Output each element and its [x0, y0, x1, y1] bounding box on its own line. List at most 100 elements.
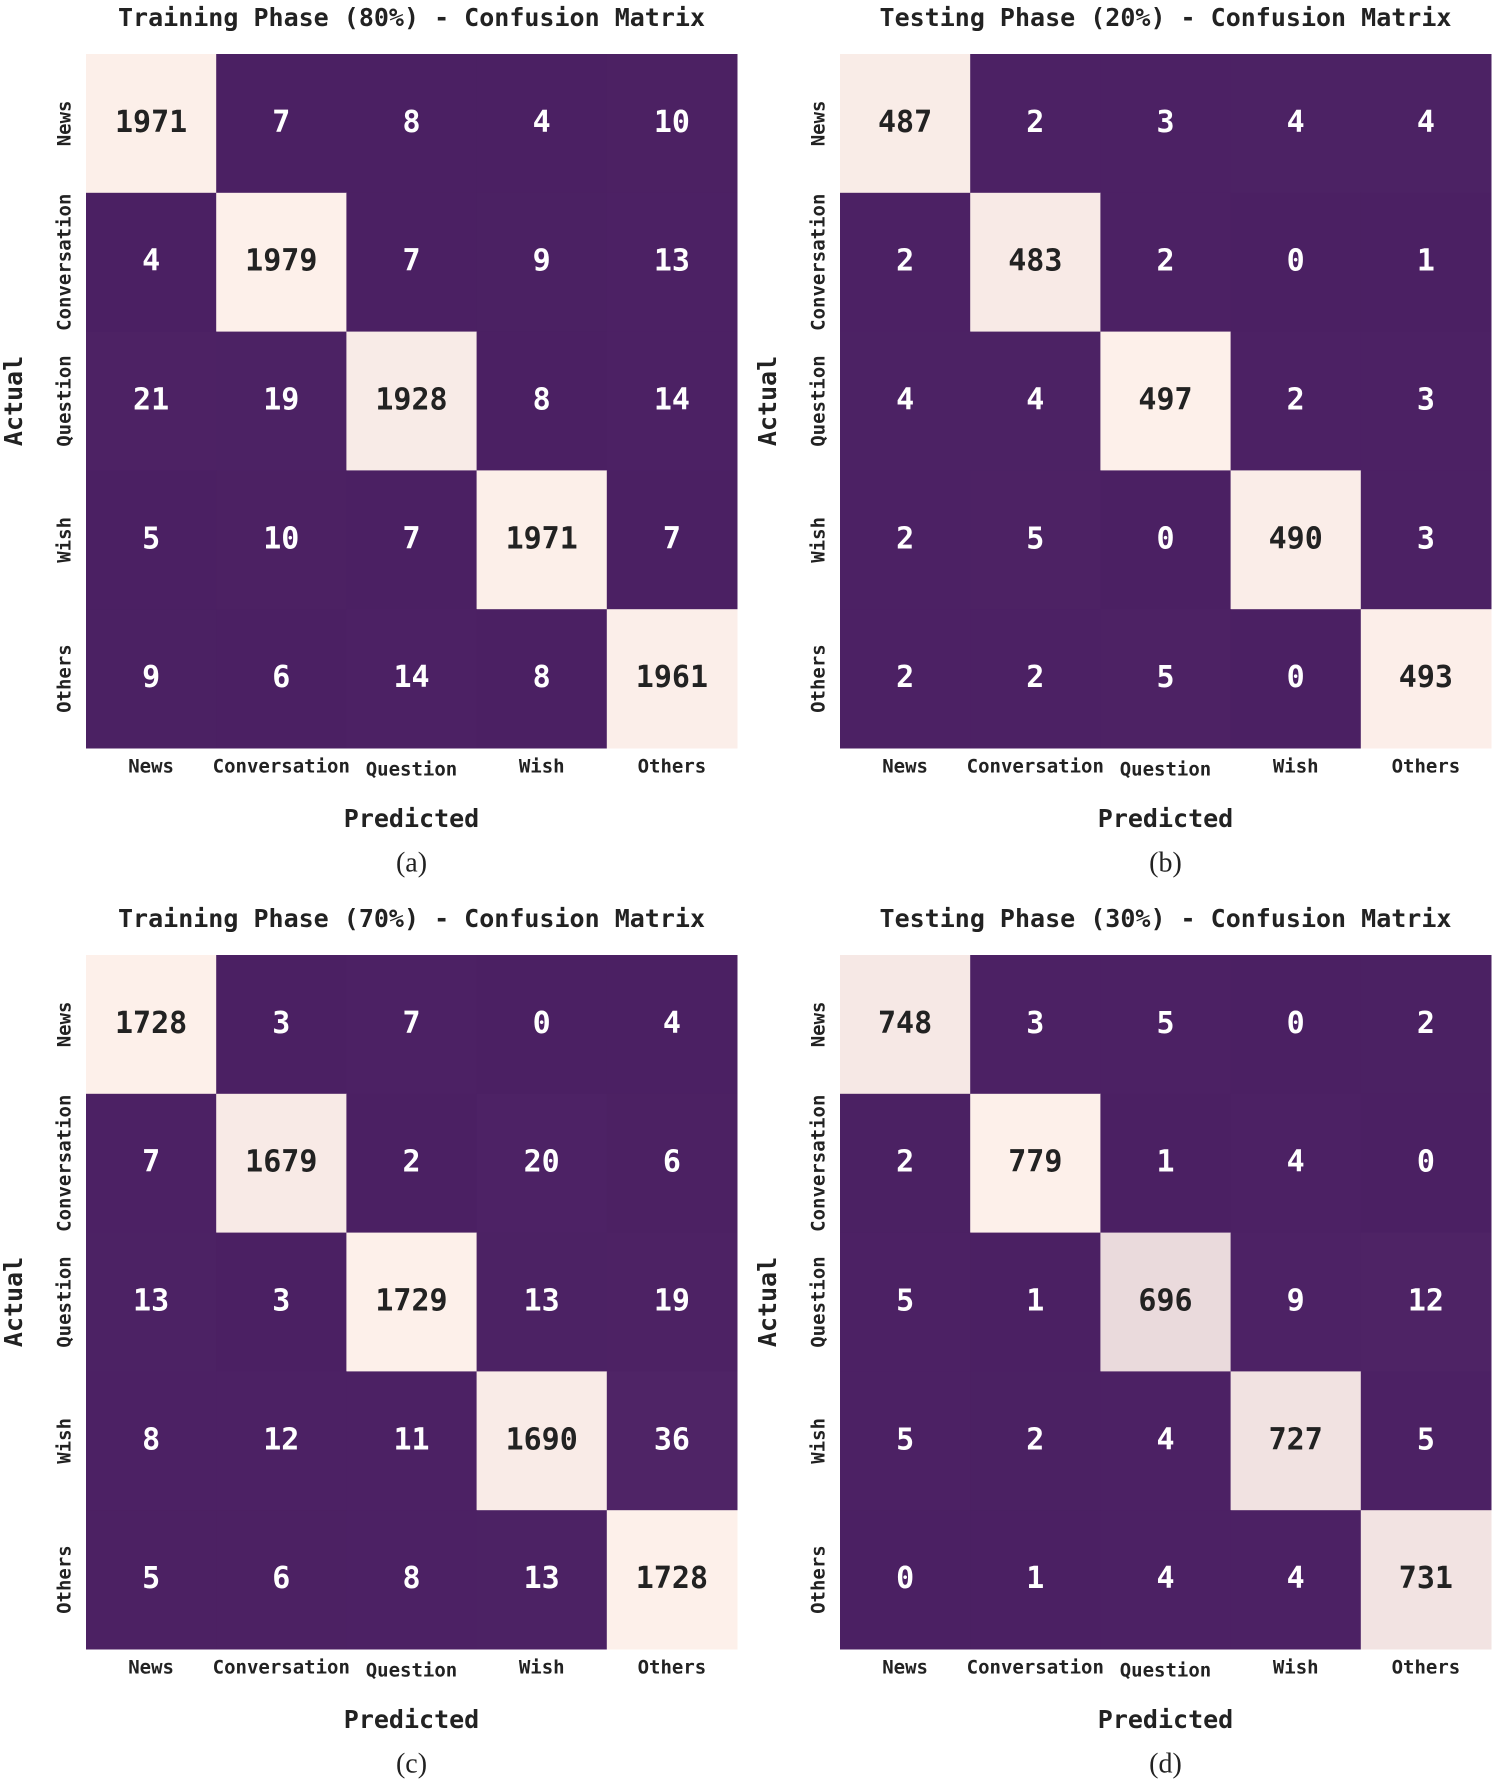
heatmap-cell — [1360, 1093, 1492, 1234]
cell-label: 1690 — [506, 1422, 578, 1457]
heatmap-cell — [346, 470, 478, 610]
heatmap-cell — [970, 1371, 1101, 1511]
heatmap-cell — [346, 609, 478, 749]
cell-label: 7 — [142, 1145, 160, 1180]
x-tick-label: Question — [366, 759, 458, 781]
cell-label: 1679 — [245, 1145, 317, 1180]
heatmap-cell — [86, 331, 217, 471]
cell-label: 10 — [263, 521, 299, 556]
heatmap-cell — [476, 331, 608, 471]
cell-label: 4 — [533, 105, 551, 140]
y-tick-label: News — [808, 1002, 830, 1048]
heatmap-cell — [476, 1093, 608, 1234]
cell-label: 12 — [1408, 1284, 1444, 1319]
x-tick-label: Others — [1392, 1657, 1461, 1679]
heatmap-cell — [346, 955, 478, 1095]
x-tick-label: News — [882, 756, 928, 778]
cell-label: 497 — [1138, 383, 1192, 418]
cell-label: 1971 — [115, 105, 187, 140]
heatmap-cell — [346, 1093, 478, 1234]
cell-label: 779 — [1008, 1145, 1062, 1180]
caption: (b) — [1149, 847, 1182, 878]
cell-label: 487 — [878, 105, 932, 140]
caption: (a) — [396, 847, 427, 878]
heatmap-cell — [970, 1232, 1101, 1372]
heatmap-cell — [606, 192, 738, 333]
x-axis-label: Predicted — [1098, 1705, 1233, 1734]
x-tick-label: Others — [638, 756, 707, 778]
heatmap-cell — [216, 192, 347, 333]
cell-label: 1728 — [636, 1561, 708, 1596]
heatmap-cell — [970, 470, 1101, 610]
cell-label: 4 — [1287, 1561, 1305, 1596]
cell-label: 11 — [393, 1422, 429, 1457]
heatmap-cell — [216, 1510, 347, 1650]
heatmap-cell — [1360, 955, 1492, 1095]
cell-label: 490 — [1269, 521, 1323, 556]
y-axis-label: Actual — [753, 356, 782, 446]
x-tick-label: Others — [1392, 756, 1461, 778]
cell-label: 2 — [1417, 1006, 1435, 1041]
heatmap-cell — [1100, 1371, 1232, 1511]
cell-label: 3 — [272, 1006, 290, 1041]
cell-label: 2 — [1026, 1422, 1044, 1457]
heatmap-cell — [606, 1093, 738, 1234]
y-tick-label: Conversation — [808, 1095, 830, 1232]
heatmap-cell — [216, 54, 347, 194]
cell-label: 4 — [1156, 1422, 1174, 1457]
heatmap-cell — [346, 1510, 478, 1650]
cell-label: 3 — [272, 1284, 290, 1319]
cell-label: 4 — [1287, 1145, 1305, 1180]
chart-title: Testing Phase (30%) - Confusion Matrix — [880, 904, 1452, 933]
cell-label: 4 — [896, 383, 914, 418]
cell-label: 1 — [1026, 1561, 1044, 1596]
cell-label: 4 — [1156, 1561, 1174, 1596]
heatmap-cell — [476, 1510, 608, 1650]
y-tick-label: Wish — [54, 517, 76, 563]
cell-label: 1 — [1026, 1284, 1044, 1319]
y-tick-label: Question — [808, 355, 830, 447]
heatmap-cell — [86, 1510, 217, 1650]
chart-title: Training Phase (80%) - Confusion Matrix — [118, 3, 705, 32]
x-tick-label: Conversation — [967, 756, 1104, 778]
cell-label: 2 — [896, 1145, 914, 1180]
heatmap-cell — [840, 955, 971, 1095]
heatmap-cell — [476, 470, 608, 610]
x-tick-label: News — [128, 756, 174, 778]
heatmap-cell — [840, 192, 971, 333]
heatmap-cell — [1230, 1510, 1362, 1650]
cell-label: 5 — [896, 1422, 914, 1457]
heatmap-cell — [1100, 1232, 1232, 1372]
cell-label: 8 — [402, 1561, 420, 1596]
heatmap-cell — [216, 1371, 347, 1511]
cell-label: 1928 — [375, 383, 447, 418]
heatmap-cell — [86, 1232, 217, 1372]
heatmap-cell — [476, 955, 608, 1095]
cell-label: 0 — [1287, 1006, 1305, 1041]
x-tick-label: Conversation — [967, 1657, 1104, 1679]
heatmap-cell — [1230, 955, 1362, 1095]
cell-label: 3 — [1026, 1006, 1044, 1041]
heatmap-cell — [1100, 470, 1232, 610]
cell-label: 8 — [142, 1422, 160, 1457]
heatmap-cell — [1230, 1371, 1362, 1511]
y-tick-label: Others — [808, 1545, 830, 1614]
cell-label: 2 — [1026, 660, 1044, 695]
heatmap-cell — [1360, 1371, 1492, 1511]
cell-label: 3 — [1417, 521, 1435, 556]
cell-label: 7 — [272, 105, 290, 140]
cell-label: 1979 — [245, 244, 317, 279]
heatmap-cell — [970, 1510, 1101, 1650]
heatmap-cell — [606, 1510, 738, 1650]
cell-label: 14 — [393, 660, 429, 695]
cell-label: 5 — [896, 1284, 914, 1319]
y-tick-label: News — [54, 1002, 76, 1048]
x-tick-label: Question — [366, 1660, 458, 1682]
heatmap-cell — [970, 1093, 1101, 1234]
x-tick-label: Conversation — [213, 1657, 350, 1679]
cell-label: 4 — [142, 244, 160, 279]
cell-label: 9 — [142, 660, 160, 695]
heatmap-cell — [606, 609, 738, 749]
heatmap-cell — [86, 955, 217, 1095]
heatmap-cell — [840, 331, 971, 471]
